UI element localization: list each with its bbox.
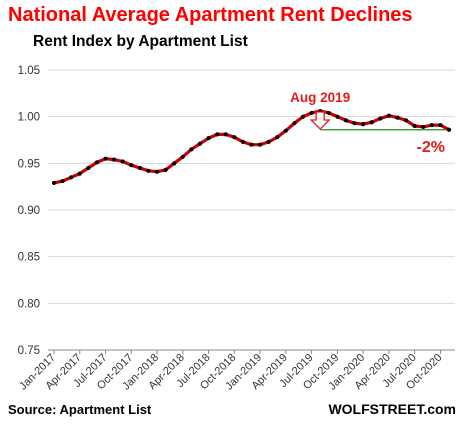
data-point [240, 139, 246, 144]
y-tick-label: 1.00 [18, 112, 40, 124]
source-label: Source: Apartment List [8, 402, 152, 417]
data-point [257, 142, 263, 147]
data-point [180, 154, 185, 159]
data-point [51, 180, 57, 186]
data-point [386, 113, 391, 118]
data-point [146, 168, 151, 173]
data-point [215, 132, 220, 137]
data-point [369, 120, 374, 125]
data-point [103, 156, 108, 161]
data-point [292, 121, 297, 126]
data-point [309, 110, 314, 116]
data-point [266, 139, 271, 144]
data-point [163, 167, 168, 172]
data-point [343, 118, 349, 123]
data-point [154, 169, 160, 174]
y-tick-label: 0.90 [18, 205, 40, 217]
annotation-label: Aug 2019 [290, 90, 350, 105]
data-point [446, 127, 452, 132]
y-tick-label: 0.75 [18, 345, 40, 357]
data-point [86, 165, 91, 171]
data-point [300, 114, 306, 119]
data-point [249, 142, 254, 147]
data-point [120, 159, 125, 164]
data-point [326, 110, 331, 116]
data-point [421, 124, 426, 130]
data-point [77, 171, 82, 176]
data-point [275, 135, 280, 140]
data-point [283, 128, 288, 133]
data-point [412, 123, 417, 129]
data-point [395, 115, 400, 120]
y-tick-label: 0.80 [18, 298, 40, 310]
series-line [53, 109, 450, 185]
data-point [129, 163, 134, 168]
y-axis: 0.75 0.80 0.85 0.90 0.95 1.00 1.05 [18, 65, 40, 357]
data-point [94, 160, 100, 165]
y-tick-label: 1.05 [18, 65, 40, 77]
y-tick-label: 0.85 [18, 252, 40, 264]
data-point [172, 161, 177, 166]
gridlines [48, 69, 455, 351]
y-tick-label: 0.95 [18, 158, 40, 170]
x-axis: Jan-2017Apr-2017Jul-2017Oct-2017Jan-2018… [17, 349, 455, 393]
data-point [112, 157, 117, 162]
brand-label: WOLFSTREET.com [328, 401, 456, 417]
data-point [378, 116, 383, 121]
annotations: Aug 2019 -2% [290, 90, 445, 156]
series-group [51, 108, 452, 186]
arrow-down-icon [309, 111, 331, 130]
data-point [60, 178, 65, 184]
data-point [352, 121, 357, 126]
data-point [69, 175, 74, 180]
chart-title: National Average Apartment Rent Declines [8, 4, 413, 26]
data-point [335, 114, 340, 119]
data-point [403, 118, 409, 123]
data-point [438, 122, 443, 128]
data-point [137, 165, 142, 171]
data-point [361, 122, 366, 127]
data-point [223, 132, 228, 137]
annotation-label: -2% [417, 139, 445, 156]
chart-subtitle: Rent Index by Apartment List [33, 33, 248, 50]
data-point [232, 135, 237, 140]
data-point [206, 136, 211, 141]
data-point [429, 122, 434, 128]
data-point [197, 141, 203, 146]
data-point [189, 147, 194, 152]
